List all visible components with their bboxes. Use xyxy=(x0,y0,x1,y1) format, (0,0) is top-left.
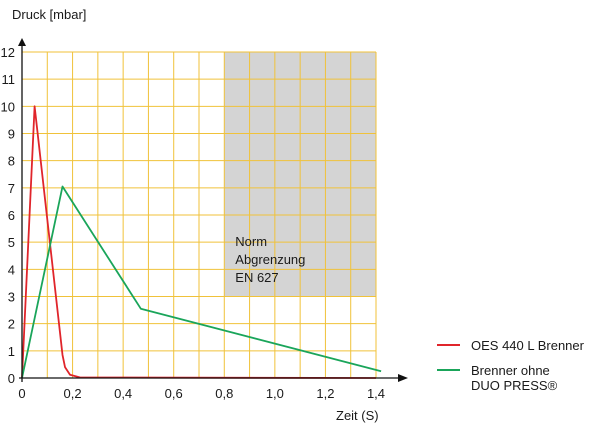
y-tick-label: 5 xyxy=(8,235,15,250)
y-tick-label: 0 xyxy=(8,371,15,386)
y-tick-label: 10 xyxy=(1,99,15,114)
y-tick-label: 9 xyxy=(8,127,15,142)
x-axis-arrow xyxy=(398,374,408,382)
legend-label-oes: OES 440 L Brenner xyxy=(471,338,585,353)
x-tick-label: 1,4 xyxy=(367,386,385,401)
region-label-line-3: EN 627 xyxy=(235,270,278,285)
x-tick-label: 0,2 xyxy=(64,386,82,401)
x-tick-label: 0,6 xyxy=(165,386,183,401)
y-axis-label: Druck [mbar] xyxy=(12,7,86,22)
region-label-line-2: Abgrenzung xyxy=(235,252,305,267)
y-tick-label: 4 xyxy=(8,262,15,277)
grid-layer xyxy=(21,51,377,379)
y-tick-label: 7 xyxy=(8,181,15,196)
y-tick-label: 1 xyxy=(8,344,15,359)
x-tick-label: 0,4 xyxy=(114,386,132,401)
x-axis-label: Zeit (S) xyxy=(336,408,379,423)
axes-layer xyxy=(18,38,408,382)
region-label-line-1: Norm xyxy=(235,234,267,249)
y-tick-label: 3 xyxy=(8,290,15,305)
x-tick-label: 0 xyxy=(18,386,25,401)
y-tick-label: 6 xyxy=(8,208,15,223)
y-tick-label: 8 xyxy=(8,154,15,169)
x-tick-label: 0,8 xyxy=(215,386,233,401)
y-tick-label: 11 xyxy=(2,72,16,87)
series-line-ohne-duo-press xyxy=(21,185,382,379)
legend-label-duo-line1: Brenner ohne xyxy=(471,363,550,378)
region-label-layer: Norm Abgrenzung EN 627 xyxy=(235,234,305,285)
legend: OES 440 L Brenner Brenner ohne DUO PRESS… xyxy=(437,338,585,393)
y-tick-label: 12 xyxy=(1,45,15,60)
legend-label-duo-line2: DUO PRESS® xyxy=(471,378,558,393)
y-axis-arrow xyxy=(18,38,26,46)
x-tick-label: 1,2 xyxy=(316,386,334,401)
x-tick-label: 1,0 xyxy=(266,386,284,401)
y-tick-label: 2 xyxy=(8,317,15,332)
